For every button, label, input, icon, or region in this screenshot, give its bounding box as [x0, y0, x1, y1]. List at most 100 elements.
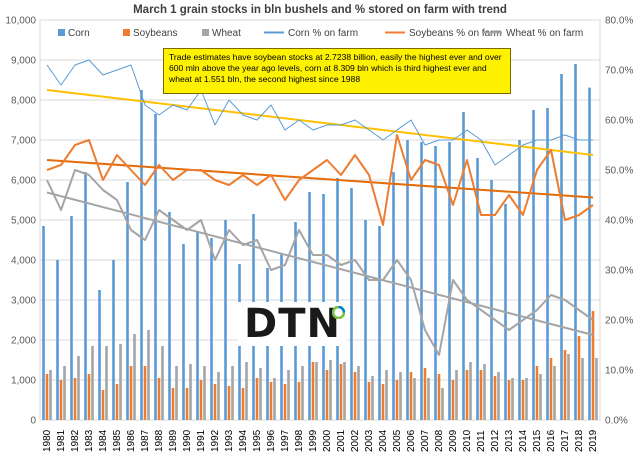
bar-wheat — [147, 330, 150, 420]
x-axis-tick-label: 1984 — [98, 429, 109, 452]
x-axis-tick-label: 2014 — [518, 429, 529, 452]
bar-corn — [224, 220, 227, 420]
line-wheat-on-farm — [46, 169, 594, 356]
bar-soybeans — [213, 384, 217, 420]
bar-wheat — [91, 346, 94, 420]
bar-wheat — [49, 370, 52, 420]
bar-wheat — [343, 362, 346, 420]
bar-wheat — [385, 370, 388, 420]
bar-soybeans — [591, 311, 595, 420]
right-axis-tick-label: 60.0% — [605, 116, 633, 127]
bar-corn — [462, 112, 465, 420]
x-axis-tick-label: 1995 — [252, 429, 263, 452]
bar-soybeans — [423, 368, 427, 420]
right-axis-tick-label: 80.0% — [605, 16, 633, 27]
x-axis-tick-label: 1987 — [140, 429, 151, 452]
bar-soybeans — [87, 374, 91, 420]
bar-wheat — [105, 346, 108, 420]
bar-soybeans — [59, 380, 63, 420]
bar-soybeans — [241, 388, 245, 420]
x-axis-tick-label: 1997 — [280, 429, 291, 452]
bar-wheat — [119, 344, 122, 420]
bar-corn — [532, 110, 535, 420]
right-axis-tick-label: 70.0% — [605, 66, 633, 77]
bar-wheat — [553, 366, 556, 420]
bar-corn — [182, 244, 185, 420]
x-axis-tick-label: 1988 — [154, 429, 165, 452]
bar-wheat — [161, 346, 164, 420]
bar-wheat — [413, 378, 416, 420]
x-axis-tick-label: 2003 — [364, 429, 375, 452]
left-axis-tick-label: 5,000 — [11, 216, 36, 227]
bar-corn — [406, 140, 409, 420]
bar-soybeans — [129, 366, 133, 420]
bar-corn — [546, 108, 549, 420]
bar-corn — [112, 260, 115, 420]
bar-corn — [420, 142, 423, 420]
bar-soybeans — [311, 362, 315, 420]
bar-soybeans — [353, 372, 357, 420]
legend-swatch — [58, 29, 65, 36]
right-axis-tick-label: 50.0% — [605, 166, 633, 177]
left-axis-tick-label: 2,000 — [11, 336, 36, 347]
bar-wheat — [357, 366, 360, 420]
bar-soybeans — [297, 382, 301, 420]
left-axis-tick-label: 0 — [30, 416, 36, 427]
right-axis-tick-label: 30.0% — [605, 266, 633, 277]
bar-soybeans — [381, 384, 385, 420]
left-axis-tick-label: 3,000 — [11, 296, 36, 307]
bar-corn — [168, 212, 171, 420]
bar-wheat — [371, 376, 374, 420]
bar-soybeans — [171, 388, 175, 420]
dtn-logo-mark — [332, 306, 345, 319]
bar-corn — [154, 114, 157, 420]
bar-wheat — [315, 362, 318, 420]
bar-wheat — [329, 360, 332, 420]
bar-wheat — [287, 370, 290, 420]
bar-corn — [588, 87, 591, 420]
bar-soybeans — [101, 390, 105, 420]
bar-wheat — [399, 372, 402, 420]
trend-line — [46, 191, 594, 336]
bar-wheat — [77, 356, 80, 420]
x-axis-tick-label: 1980 — [42, 429, 53, 452]
x-axis-tick-label: 2016 — [546, 429, 557, 452]
x-axis-tick-label: 2019 — [588, 429, 599, 452]
x-axis-tick-label: 1991 — [196, 429, 207, 452]
x-axis-tick-label: 1985 — [112, 429, 123, 452]
line-soybeans-on-farm — [46, 134, 594, 226]
x-axis-tick-label: 1983 — [84, 429, 95, 452]
x-axis-tick-label: 1994 — [238, 429, 249, 452]
bar-soybeans — [507, 380, 511, 420]
bar-corn — [448, 142, 451, 420]
bar-soybeans — [535, 366, 539, 420]
legend-label: Wheat % on farm — [506, 28, 583, 39]
x-axis-tick-label: 2010 — [462, 429, 473, 452]
x-axis-tick-label: 2002 — [350, 429, 361, 452]
bar-soybeans — [451, 380, 455, 420]
bar-corn — [196, 232, 199, 420]
x-axis-tick-label: 2012 — [490, 429, 501, 452]
bar-wheat — [511, 378, 514, 420]
bar-soybeans — [325, 370, 329, 420]
x-axis-tick-label: 2011 — [476, 430, 487, 452]
trend-line — [46, 159, 594, 199]
bar-soybeans — [367, 382, 371, 420]
x-axis-tick-label: 2008 — [434, 429, 445, 452]
x-axis-tick-label: 2006 — [406, 429, 417, 452]
bar-corn — [434, 146, 437, 420]
bar-soybeans — [227, 386, 231, 420]
right-axis-tick-label: 20.0% — [605, 316, 633, 327]
bar-corn — [336, 178, 339, 420]
x-axis-tick-label: 1996 — [266, 429, 277, 452]
bar-wheat — [441, 388, 444, 420]
bar-corn — [84, 172, 87, 420]
bar-wheat — [497, 372, 500, 420]
left-axis-tick-label: 6,000 — [11, 176, 36, 187]
bar-wheat — [63, 366, 66, 420]
bar-soybeans — [521, 380, 525, 420]
bar-wheat — [455, 370, 458, 420]
x-axis-tick-label: 2007 — [420, 429, 431, 452]
